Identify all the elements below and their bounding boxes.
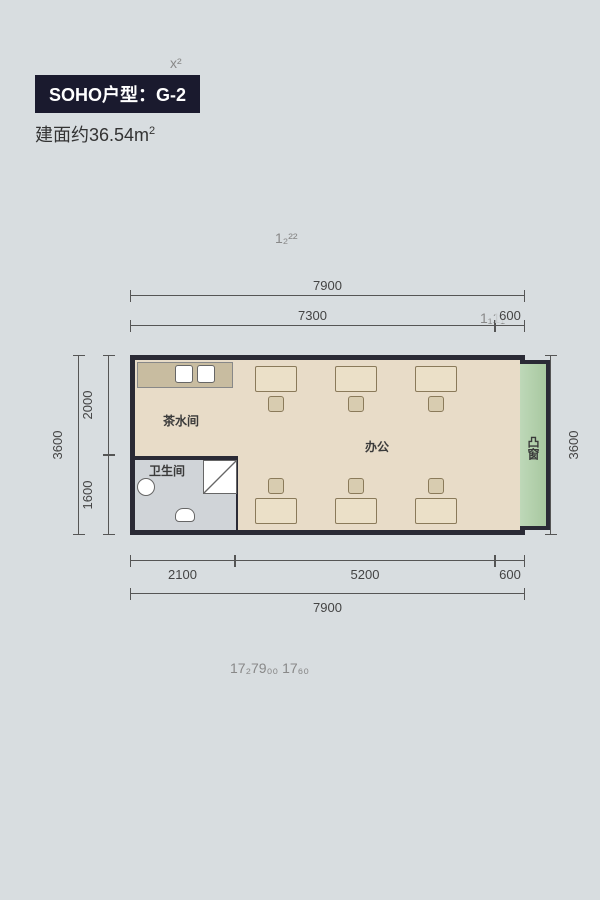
- area-value: 36.54: [89, 125, 134, 145]
- dim-bottom-left: 2100: [130, 560, 235, 561]
- washbasin-icon: [137, 478, 155, 496]
- bathroom-label: 卫生间: [149, 462, 185, 479]
- stray-mark: x²: [170, 55, 182, 71]
- stray-mark: 1₂²²: [275, 230, 298, 246]
- chair: [348, 478, 364, 494]
- desk: [255, 498, 297, 524]
- area-subtitle: 建面约36.54m2: [35, 121, 200, 147]
- dim-label: 2100: [164, 567, 201, 582]
- dim-right-outer: 3600: [550, 355, 551, 535]
- dim-label: 2000: [80, 391, 95, 420]
- toilet-icon: [175, 508, 195, 522]
- dim-label: 7900: [309, 278, 346, 293]
- baywindow-label: 凸窗: [525, 436, 542, 460]
- bay-window: 凸窗: [520, 360, 550, 530]
- dim-label: 600: [495, 308, 525, 323]
- area-unit: m2: [134, 125, 155, 145]
- dim-bottom-right: 600: [495, 560, 525, 561]
- pantry-label: 茶水间: [163, 412, 199, 429]
- desk: [255, 366, 297, 392]
- dim-label: 600: [495, 567, 525, 582]
- dim-left-top: 2000: [108, 355, 109, 455]
- desk: [335, 366, 377, 392]
- header: SOHO户型：G-2 建面约36.54m2: [35, 75, 200, 147]
- desk: [335, 498, 377, 524]
- dim-label: 7300: [294, 308, 331, 323]
- dim-label: 5200: [347, 567, 384, 582]
- chair: [268, 396, 284, 412]
- desk: [415, 498, 457, 524]
- plan-title-badge: SOHO户型：G-2: [35, 75, 200, 113]
- sink-icon: [197, 365, 215, 383]
- dim-top-bay: 600: [495, 325, 525, 326]
- chair: [428, 478, 444, 494]
- shower-icon: [203, 460, 237, 494]
- dim-bottom-mid: 5200: [235, 560, 495, 561]
- chair: [428, 396, 444, 412]
- dim-left-bottom: 1600: [108, 455, 109, 535]
- dim-label: 1600: [80, 481, 95, 510]
- dim-left-outer: 3600: [78, 355, 79, 535]
- dim-top-outer: 7900: [130, 295, 525, 296]
- dim-label: 3600: [50, 431, 65, 460]
- dim-top-inner-main: 7300: [130, 325, 495, 326]
- dim-label: 7900: [309, 600, 346, 615]
- dim-bottom-outer: 7900: [130, 593, 525, 594]
- sink-icon: [175, 365, 193, 383]
- area-label: 建面约: [35, 125, 89, 145]
- desk: [415, 366, 457, 392]
- unit-outline: 茶水间 卫生间 办公 凸窗: [130, 355, 525, 535]
- office-label: 办公: [365, 438, 389, 455]
- chair: [348, 396, 364, 412]
- dim-label: 3600: [566, 431, 581, 460]
- chair: [268, 478, 284, 494]
- stray-mark: 17₂79₀₀ 17₆₀: [230, 660, 309, 676]
